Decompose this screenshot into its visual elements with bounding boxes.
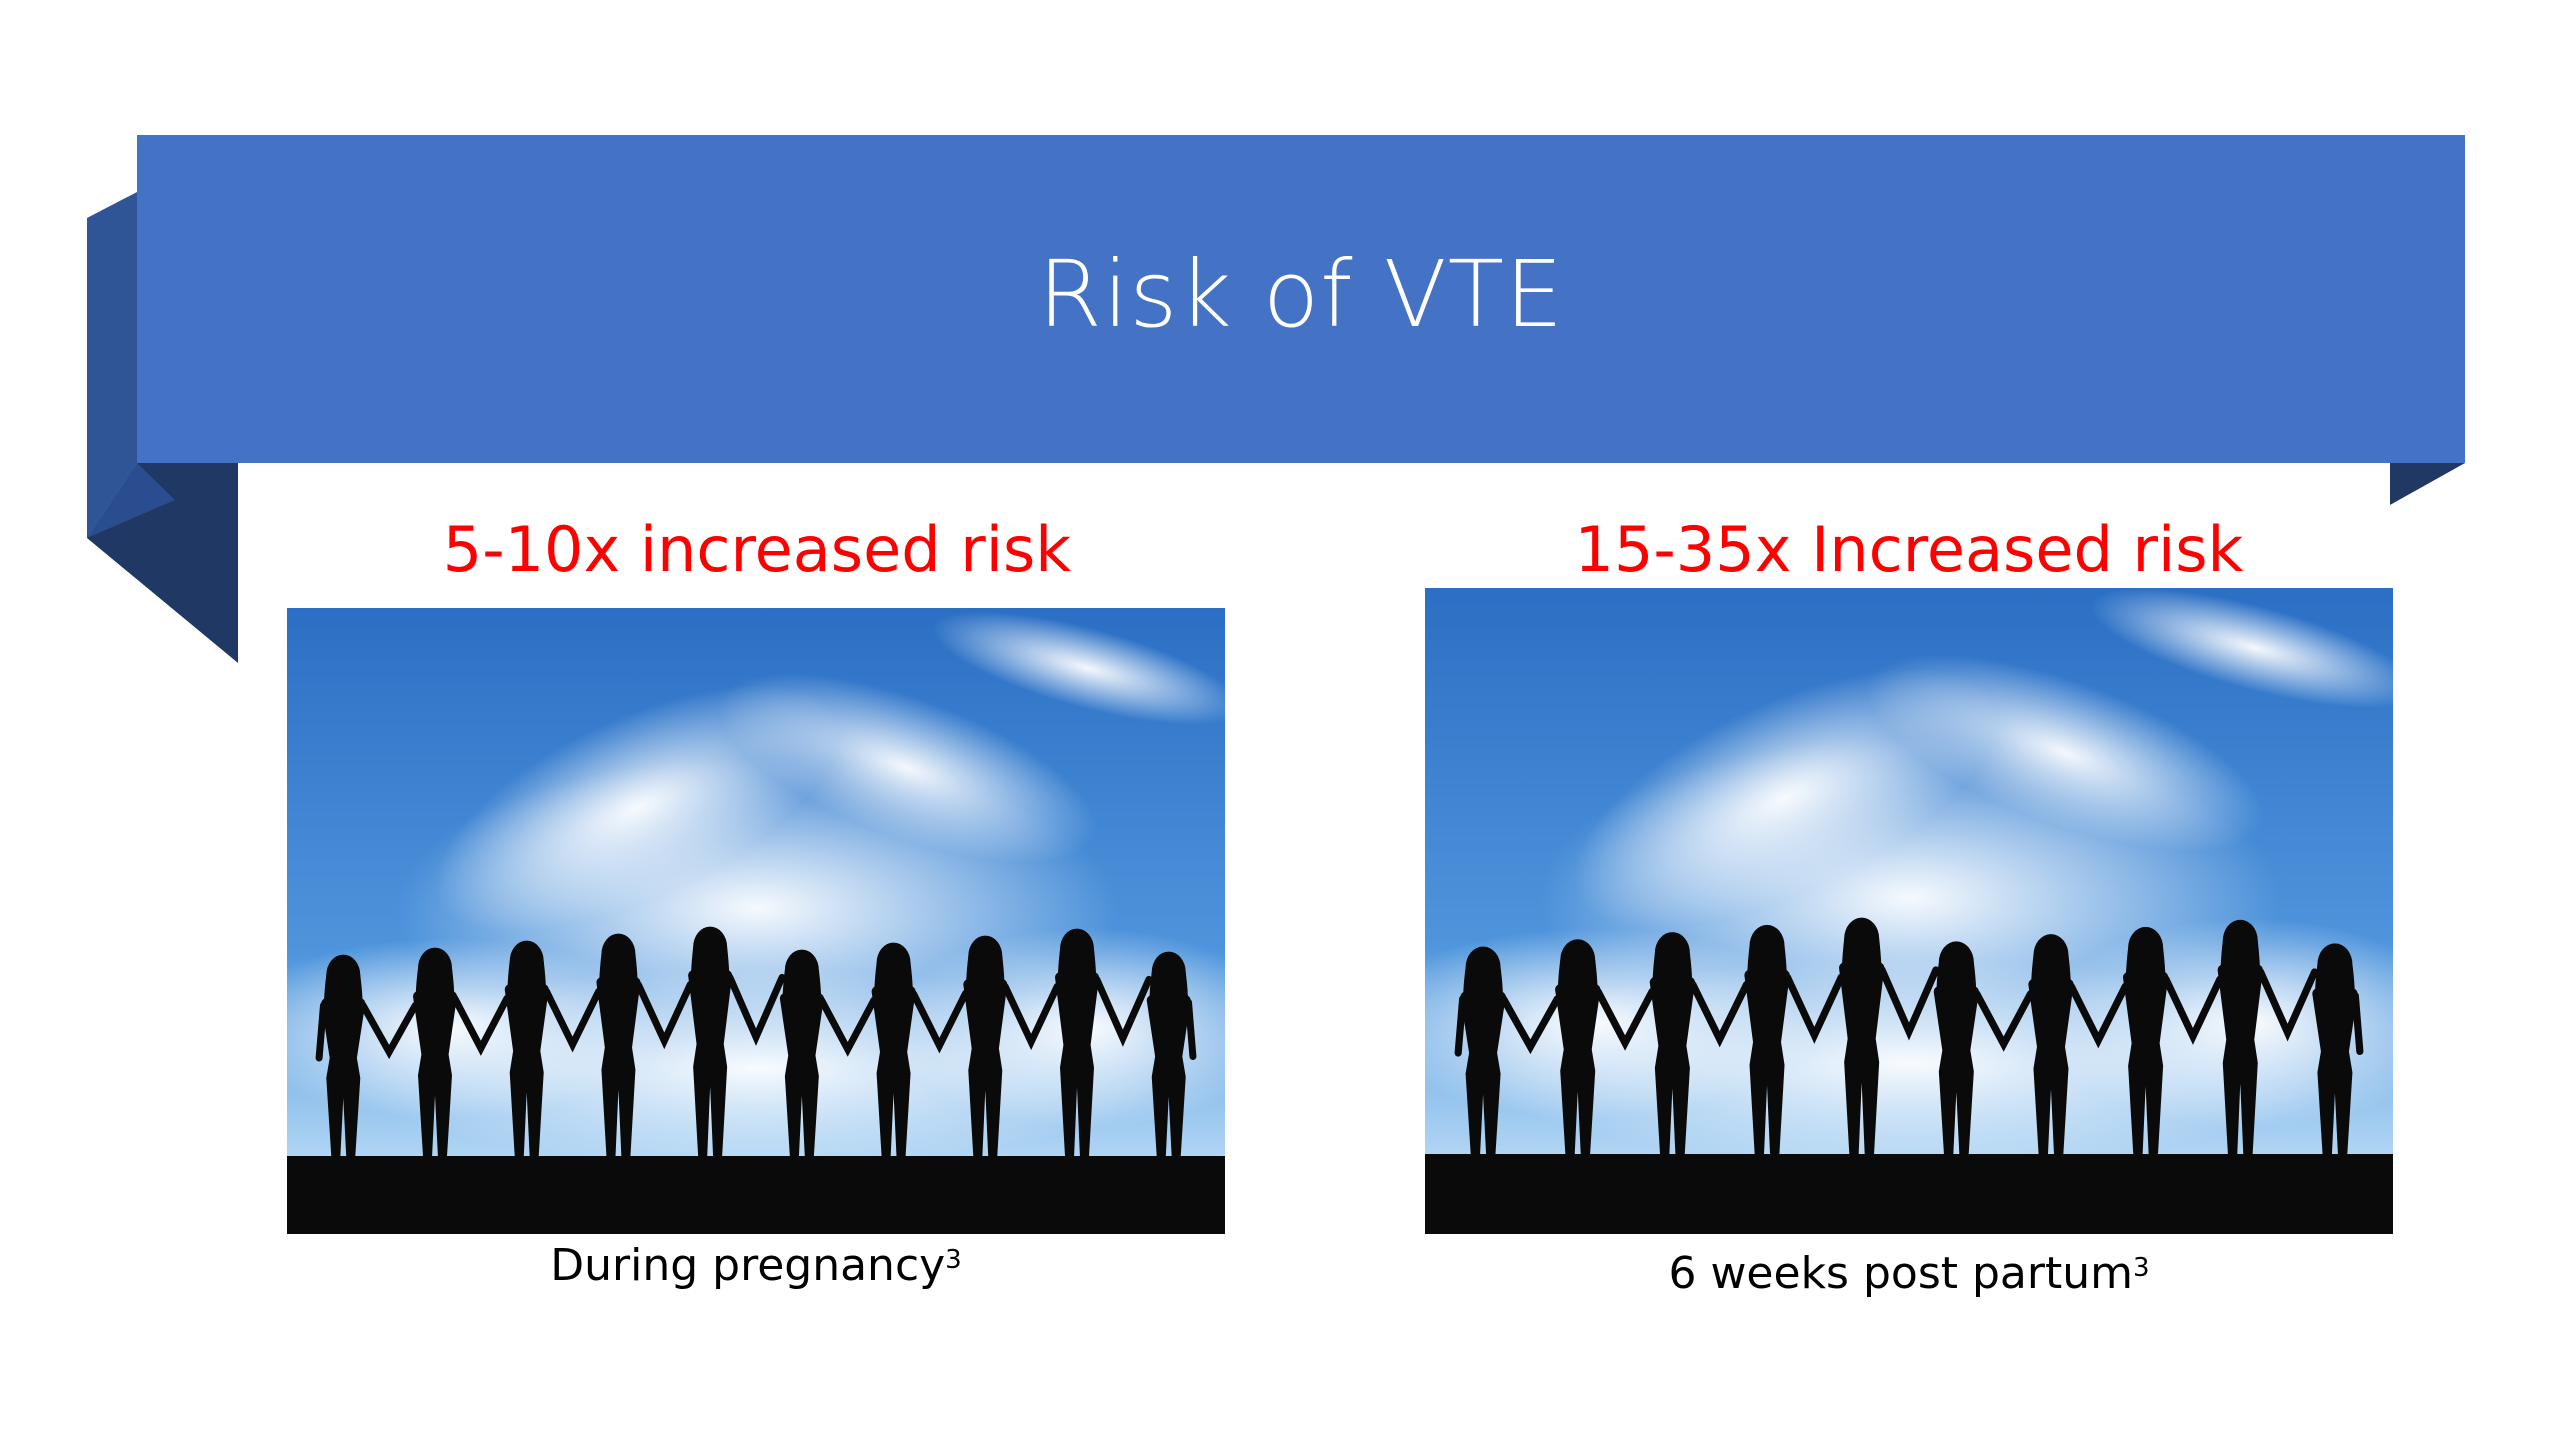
left-caption: During pregnancy3 (287, 1238, 1225, 1294)
right-caption-citation: 3 (2132, 1253, 2150, 1283)
right-silhouette-photo (1425, 588, 2393, 1234)
left-silhouette-photo (287, 608, 1225, 1234)
left-risk-label: 5-10x increased risk (442, 513, 1072, 586)
title-banner (137, 135, 2465, 463)
slide-title: Risk of VTE (1037, 241, 1565, 348)
right-caption-text: 6 weeks post partum (1668, 1248, 2133, 1299)
right-caption: 6 weeks post partum3 (1425, 1246, 2393, 1302)
left-caption-text: During pregnancy (550, 1240, 946, 1291)
left-caption-citation: 3 (945, 1245, 962, 1275)
right-risk-label: 15-35x Increased risk (1574, 513, 2244, 586)
